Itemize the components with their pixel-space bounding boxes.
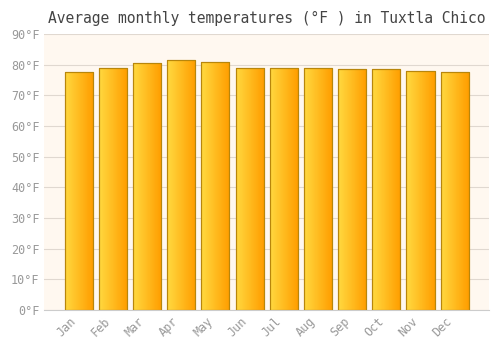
Bar: [440, 72, 468, 310]
Bar: [406, 71, 434, 310]
Bar: [440, 72, 468, 310]
Bar: [236, 68, 264, 310]
Bar: [64, 72, 92, 310]
Bar: [133, 63, 161, 310]
Bar: [372, 69, 400, 310]
Bar: [202, 62, 230, 310]
Bar: [270, 68, 298, 310]
Bar: [99, 68, 127, 310]
Bar: [338, 69, 366, 310]
Bar: [338, 69, 366, 310]
Title: Average monthly temperatures (°F ) in Tuxtla Chico: Average monthly temperatures (°F ) in Tu…: [48, 11, 486, 26]
Bar: [167, 60, 195, 310]
Bar: [202, 62, 230, 310]
Bar: [406, 71, 434, 310]
Bar: [304, 68, 332, 310]
Bar: [236, 68, 264, 310]
Bar: [372, 69, 400, 310]
Bar: [99, 68, 127, 310]
Bar: [64, 72, 92, 310]
Bar: [167, 60, 195, 310]
Bar: [270, 68, 298, 310]
Bar: [304, 68, 332, 310]
Bar: [133, 63, 161, 310]
